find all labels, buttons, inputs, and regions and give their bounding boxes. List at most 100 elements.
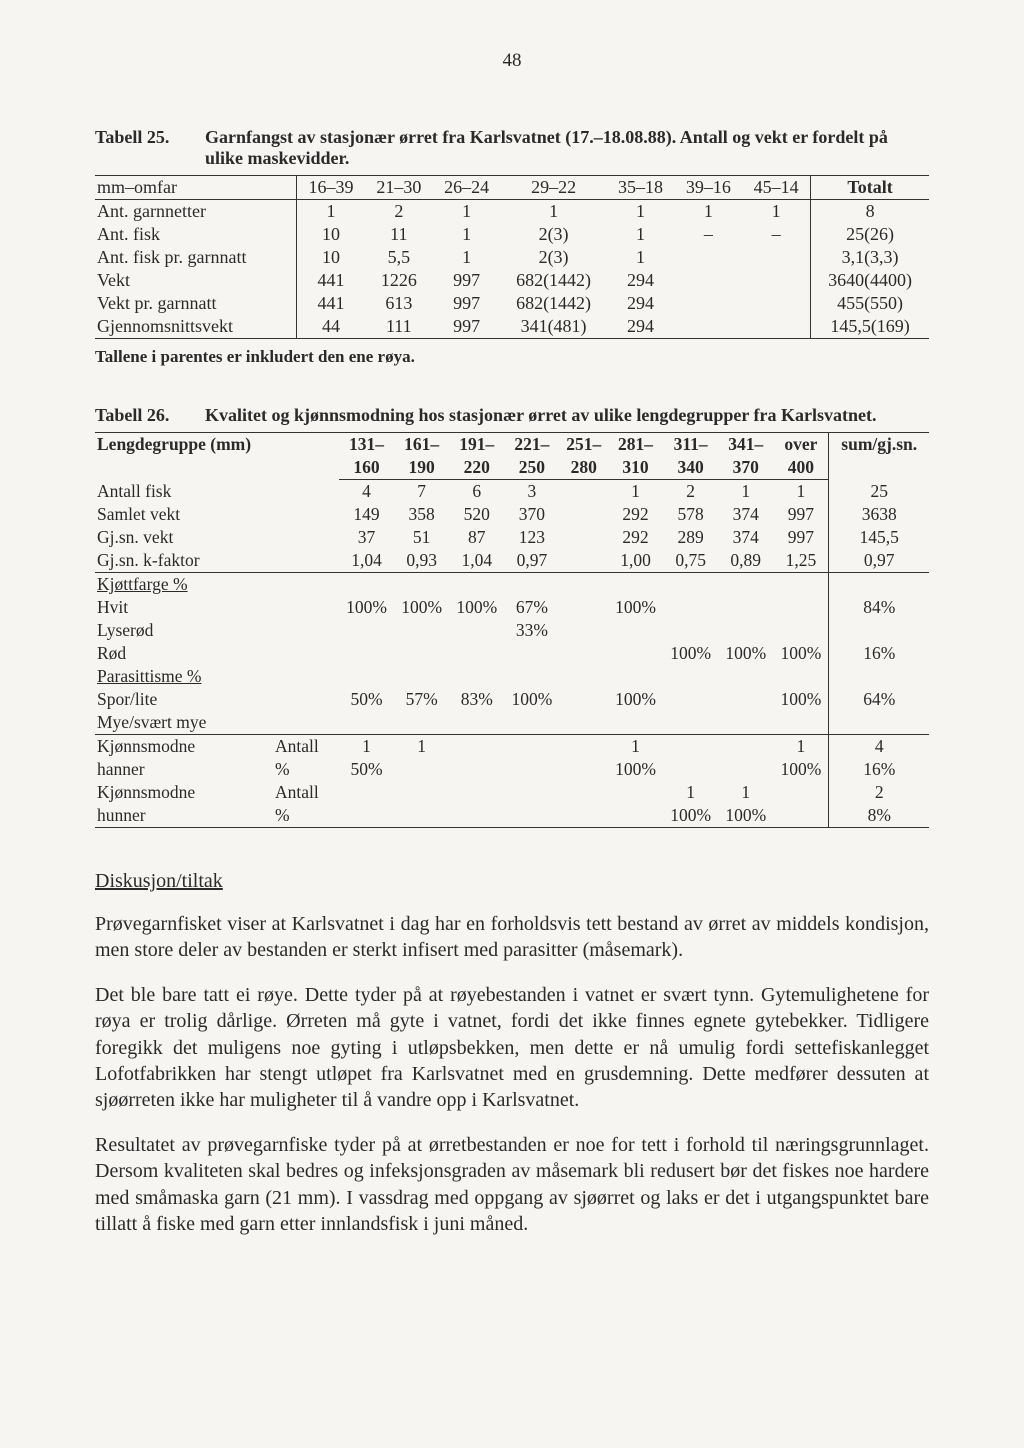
table25-col-total: Totalt xyxy=(811,176,929,200)
table25-total-cell: 3640(4400) xyxy=(811,269,929,292)
table25-row: Ant. garnnetter12111118 xyxy=(95,200,929,224)
table26-cell: 374 xyxy=(718,503,773,526)
table25-footnote: Tallene i parentes er inkludert den ene … xyxy=(95,347,929,367)
table26-cell xyxy=(504,665,559,688)
table26-cell xyxy=(559,711,608,735)
table26-cell xyxy=(449,758,504,781)
table26-col: 161– xyxy=(394,433,449,457)
table26-cell xyxy=(449,573,504,597)
table25-row: Gjennomsnittsvekt44111997341(481)294145,… xyxy=(95,315,929,339)
table26-row: Hvit100%100%100%67%100%84% xyxy=(95,596,929,619)
table26-cell xyxy=(339,711,394,735)
table26-sublabel: Antall xyxy=(271,781,339,804)
table26-cell: 100% xyxy=(773,758,829,781)
table25-cell: 1 xyxy=(607,200,675,224)
table25-cell: 44 xyxy=(297,315,365,339)
table25-cell xyxy=(674,246,742,269)
table25-cell: 441 xyxy=(297,292,365,315)
table25-cell: 294 xyxy=(607,315,675,339)
table26-cell xyxy=(339,642,394,665)
table26-rowlabel: Kjønnsmodne xyxy=(95,781,271,804)
table25-cell: 2(3) xyxy=(500,223,606,246)
table26-cell: 1 xyxy=(608,735,663,759)
table26-col: 220 xyxy=(449,456,504,480)
table26-cell xyxy=(718,596,773,619)
table26-cell: 100% xyxy=(773,642,829,665)
table26-cell: 1 xyxy=(608,480,663,504)
table25-cell: 341(481) xyxy=(500,315,606,339)
table26-cell xyxy=(773,804,829,828)
table25-cell: 1 xyxy=(433,223,501,246)
table25-total-cell: 25(26) xyxy=(811,223,929,246)
table26-cell xyxy=(718,573,773,597)
table26-cell: 2 xyxy=(663,480,718,504)
table25-cell xyxy=(674,292,742,315)
table25-cell: 997 xyxy=(433,269,501,292)
table26-cell xyxy=(663,735,718,759)
table26-cell: 1,04 xyxy=(449,549,504,573)
table26-cell: 1 xyxy=(339,735,394,759)
table26-cell xyxy=(504,573,559,597)
table26-cell xyxy=(773,665,829,688)
table26-cell xyxy=(559,804,608,828)
table26-cell xyxy=(608,573,663,597)
table26-row: Spor/lite50%57%83%100%100%100%64% xyxy=(95,688,929,711)
table26-cell xyxy=(504,711,559,735)
table26-cell: 292 xyxy=(608,526,663,549)
table25-rowlabel: Vekt pr. garnnatt xyxy=(95,292,297,315)
page: 48 Tabell 25. Garnfangst av stasjonær ør… xyxy=(0,0,1024,1448)
table26-row: hunner%100%100%8% xyxy=(95,804,929,828)
table26-cell: 51 xyxy=(394,526,449,549)
table26-rowlabel: Parasittisme % xyxy=(95,665,339,688)
table25-cell: 2 xyxy=(365,200,433,224)
table26-col: 370 xyxy=(718,456,773,480)
table26-cell xyxy=(394,619,449,642)
table26-cell: 33% xyxy=(504,619,559,642)
table26-sum-cell: 145,5 xyxy=(829,526,929,549)
table26-cell xyxy=(608,619,663,642)
table26-sum-cell: 8% xyxy=(829,804,929,828)
table25-cell: 1 xyxy=(433,200,501,224)
table26-cell xyxy=(559,781,608,804)
table26-sum-cell: 0,97 xyxy=(829,549,929,573)
table26-col: 400 xyxy=(773,456,829,480)
table26-cell xyxy=(559,758,608,781)
table26-cell: 358 xyxy=(394,503,449,526)
table25-row: Vekt pr. garnnatt441613997682(1442)29445… xyxy=(95,292,929,315)
table26-cell: 0,93 xyxy=(394,549,449,573)
table26-col: over xyxy=(773,433,829,457)
table26-col: 311– xyxy=(663,433,718,457)
table26-sublabel: % xyxy=(271,804,339,828)
table25-cell: 1 xyxy=(500,200,606,224)
table26-cell: 100% xyxy=(339,596,394,619)
table26-cell xyxy=(559,596,608,619)
table26-sum-cell xyxy=(829,573,929,597)
table26-cell: 100% xyxy=(663,642,718,665)
table26-sum-cell: 16% xyxy=(829,642,929,665)
table25-caption: Tabell 25. Garnfangst av stasjonær ørret… xyxy=(95,127,929,169)
table26-cell: 100% xyxy=(718,804,773,828)
table26-col: 280 xyxy=(559,456,608,480)
table26-cell xyxy=(608,804,663,828)
table26-cell xyxy=(773,711,829,735)
table26-cell: 37 xyxy=(339,526,394,549)
table26-cell: 100% xyxy=(663,804,718,828)
table25-header-row: mm–omfar 16–39 21–30 26–24 29–22 35–18 3… xyxy=(95,176,929,200)
table25-cell: – xyxy=(674,223,742,246)
table25-rowlabel: Vekt xyxy=(95,269,297,292)
table26-col: 281– xyxy=(608,433,663,457)
table26-cell: 100% xyxy=(773,688,829,711)
table26-caption-label: Tabell 26. xyxy=(95,405,205,426)
table25-cell: 1 xyxy=(742,200,810,224)
table25-col: 26–24 xyxy=(433,176,501,200)
table26-rowlabel: hanner xyxy=(95,758,271,781)
table25-caption-text: Garnfangst av stasjonær ørret fra Karlsv… xyxy=(205,127,929,169)
table26-sublabel: Antall xyxy=(271,735,339,759)
table25-total-cell: 8 xyxy=(811,200,929,224)
table26-cell: 67% xyxy=(504,596,559,619)
table26-header-row1: Lengdegruppe (mm) 131– 161– 191– 221– 25… xyxy=(95,433,929,457)
table26-cell: 1 xyxy=(663,781,718,804)
table25-rowhead: mm–omfar xyxy=(95,176,297,200)
table26-cell xyxy=(773,573,829,597)
table26-cell: 1 xyxy=(718,480,773,504)
